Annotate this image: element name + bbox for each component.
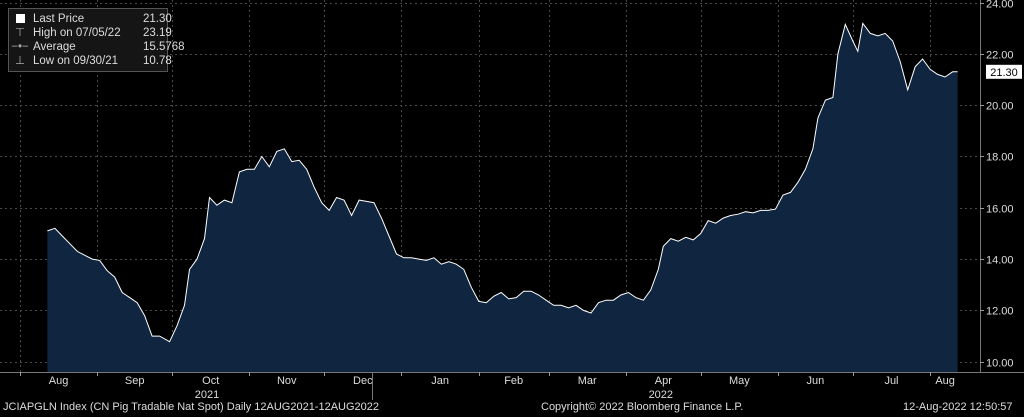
x-axis: Aug Sep Oct Nov Dec Jan Feb Mar Apr May Jun Jul Aug	[20, 372, 955, 387]
y-tick-label: 16.00	[986, 204, 1014, 216]
legend-label: Average	[33, 41, 76, 53]
x-tick-label: Feb	[504, 375, 523, 387]
y-tick-label: 20.00	[986, 101, 1014, 113]
x-tick-label: May	[729, 375, 750, 387]
low-marker-icon: ⊥	[14, 55, 26, 67]
legend-low[interactable]: ⊥ Low on 09/30/21 10.78	[9, 54, 172, 68]
footer-ticker: JCIAPGLN Index (CN Pig Tradable Nat Spot…	[3, 401, 380, 413]
year-label: 2021	[195, 389, 219, 401]
legend-value: 21.30	[143, 13, 172, 25]
y-tick-label: 22.00	[986, 50, 1014, 62]
last-price-label: 21.30	[990, 67, 1018, 79]
x-tick-label: Aug	[49, 375, 69, 387]
x-tick-label: Oct	[202, 375, 219, 387]
last-price-marker: 21.30	[986, 64, 1022, 79]
legend: Last Price 21.30 ⊤ High on 07/05/22 23.1…	[8, 8, 185, 72]
year-label: 2022	[649, 389, 673, 401]
footer-copyright: Copyright© 2022 Bloomberg Finance L.P.	[541, 401, 744, 413]
x-tick-label: Apr	[655, 375, 672, 387]
high-marker-icon: ⊤	[14, 27, 26, 39]
price-line	[47, 22, 958, 343]
x-tick-label: Dec	[353, 375, 373, 387]
y-axis: 10.00 12.00 14.00 16.00 18.00 20.00 22.00 24.00	[980, 0, 1014, 370]
y-tick-label: 10.00	[986, 358, 1014, 370]
last-price-box	[986, 64, 1022, 79]
x-tick-label: Aug	[935, 375, 955, 387]
square-icon	[11, 12, 29, 27]
y-tick-label: 18.00	[986, 152, 1014, 164]
legend-label: High on 07/05/22	[33, 27, 121, 39]
legend-value: 10.78	[143, 55, 172, 67]
x-tick-label: Jul	[884, 375, 898, 387]
legend-value: 15.5768	[143, 41, 185, 53]
legend-last-price[interactable]: Last Price 21.30	[9, 12, 172, 27]
x-tick-label: Jan	[431, 375, 449, 387]
legend-average[interactable]: −•− Average 15.5768	[9, 40, 184, 54]
legend-value: 23.19	[143, 27, 172, 39]
average-line-icon: −•−	[11, 41, 29, 53]
y-tick-label: 24.00	[986, 0, 1014, 11]
footer-timestamp: 12-Aug-2022 12:50:57	[903, 401, 1013, 413]
year-labels: 2021 2022	[195, 389, 673, 401]
price-area	[47, 23, 958, 373]
x-tick-label: Mar	[578, 375, 597, 387]
legend-label: Last Price	[33, 13, 85, 25]
y-tick-label: 14.00	[986, 255, 1014, 267]
legend-label: Low on 09/30/21	[33, 55, 119, 67]
y-tick-label: 12.00	[986, 306, 1014, 318]
x-tick-label: Jun	[807, 375, 825, 387]
x-tick-label: Nov	[277, 375, 297, 387]
x-tick-label: Sep	[125, 375, 145, 387]
legend-high[interactable]: ⊤ High on 07/05/22 23.19	[9, 26, 172, 40]
